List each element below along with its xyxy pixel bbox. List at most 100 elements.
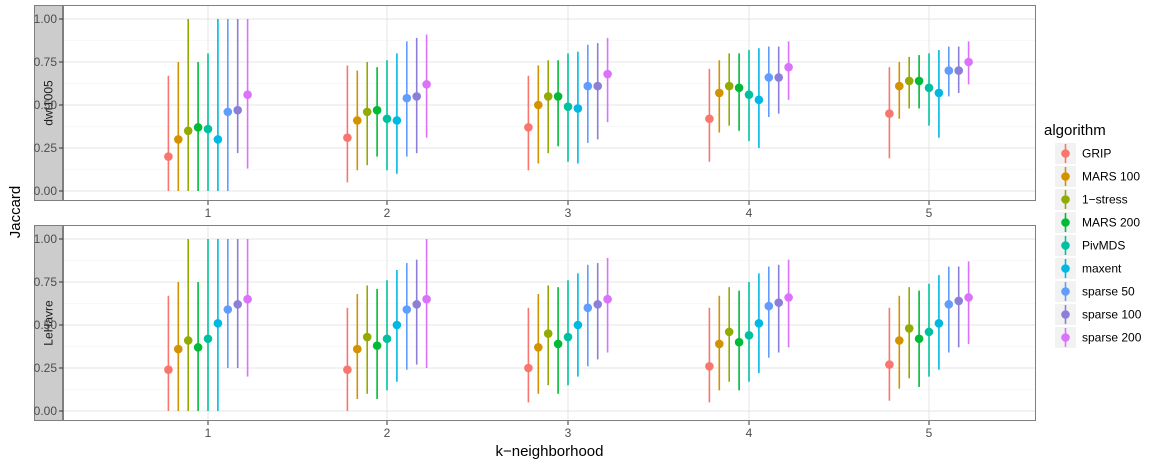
point-1-stress [904, 324, 914, 333]
point-pivmds [744, 90, 754, 99]
y-tick-label: 0.00 [34, 184, 58, 198]
y-axis-title: Jaccard [7, 186, 24, 239]
point-mars-200 [372, 105, 382, 115]
y-tick-label: 0.00 [34, 404, 58, 418]
y-tick-label: 0.25 [34, 361, 58, 375]
point-mars-100 [534, 100, 543, 110]
point-pivmds [382, 334, 392, 344]
legend-key-point [1061, 195, 1070, 204]
point-grip [524, 363, 533, 373]
point-sparse-50 [944, 300, 954, 309]
point-mars-200 [193, 343, 203, 352]
x-tick-label: 4 [746, 206, 753, 220]
point-sparse-100 [954, 66, 963, 75]
point-sparse-100 [593, 300, 602, 309]
point-grip [343, 365, 352, 375]
point-sparse-200 [784, 293, 793, 302]
point-sparse-50 [223, 107, 233, 117]
point-mars-100 [715, 339, 724, 349]
point-mars-200 [734, 83, 744, 93]
point-maxent [573, 104, 583, 113]
point-sparse-200 [964, 293, 973, 302]
point-1-stress [183, 336, 193, 345]
legend-item-grip: GRIP [1054, 142, 1111, 165]
x-tick-label: 5 [926, 206, 933, 220]
point-mars-200 [914, 334, 924, 344]
point-maxent [213, 135, 223, 144]
point-1-stress [362, 107, 372, 117]
legend-label: 1−stress [1082, 193, 1128, 207]
strip-background [34, 5, 63, 201]
point-sparse-200 [243, 90, 252, 99]
point-sparse-50 [223, 305, 233, 314]
legend-label: PivMDS [1082, 239, 1125, 253]
point-sparse-200 [243, 294, 252, 304]
y-tick-label: 1.00 [34, 232, 58, 246]
legend-label: maxent [1082, 262, 1122, 276]
point-mars-100 [174, 135, 183, 144]
point-grip [705, 114, 714, 124]
point-sparse-100 [954, 296, 963, 306]
point-1-stress [543, 329, 553, 338]
point-1-stress [724, 81, 734, 91]
point-1-stress [724, 327, 734, 337]
point-mars-200 [372, 341, 382, 350]
legend-key-point [1061, 333, 1070, 342]
point-grip [885, 360, 894, 369]
panel-border [63, 5, 1036, 201]
point-pivmds [563, 332, 573, 342]
x-tick-label: 3 [565, 206, 572, 220]
legend-title: algorithm [1044, 122, 1106, 139]
legend-item-mars-100: MARS 100 [1054, 165, 1140, 188]
x-tick-label: 5 [926, 426, 933, 440]
point-sparse-200 [784, 62, 793, 72]
legend-item-sparse-200: sparse 200 [1054, 326, 1142, 349]
panel-border [63, 225, 1036, 421]
point-maxent [213, 318, 223, 328]
point-maxent [934, 88, 944, 98]
point-sparse-100 [774, 73, 783, 82]
point-sparse-200 [603, 69, 612, 79]
point-grip [343, 133, 352, 142]
point-grip [164, 152, 173, 161]
point-mars-100 [715, 88, 724, 98]
point-sparse-50 [402, 305, 412, 314]
point-grip [164, 365, 173, 375]
point-pivmds [203, 124, 213, 134]
strip-label: dwt1005 [42, 80, 56, 126]
point-grip [705, 361, 714, 371]
x-tick-label: 2 [384, 206, 391, 220]
point-mars-100 [895, 81, 904, 91]
point-sparse-100 [593, 81, 602, 91]
y-tick-label: 1.00 [34, 12, 58, 26]
legend-key-point [1061, 241, 1070, 250]
point-pivmds [203, 334, 213, 344]
point-sparse-100 [412, 300, 422, 309]
legend-key-point [1061, 310, 1070, 319]
x-tick-label: 4 [746, 426, 753, 440]
point-mars-100 [895, 336, 904, 345]
point-maxent [754, 318, 764, 328]
legend-key-point [1061, 287, 1070, 296]
point-1-stress [362, 332, 372, 342]
x-axis-title: k−neighborhood [495, 443, 603, 460]
point-pivmds [382, 114, 392, 124]
legend-label: MARS 200 [1082, 216, 1140, 230]
x-tick-label: 3 [565, 426, 572, 440]
point-sparse-200 [964, 57, 973, 67]
y-tick-label: 0.75 [34, 55, 58, 69]
legend-label: sparse 100 [1082, 308, 1142, 322]
y-tick-label: 0.50 [34, 318, 58, 332]
point-maxent [754, 95, 764, 105]
legend-item-sparse-50: sparse 50 [1054, 280, 1135, 303]
legend-key-point [1061, 264, 1070, 273]
legend-key-point [1061, 172, 1070, 181]
point-maxent [573, 320, 583, 330]
legend-item-pivmds: PivMDS [1054, 234, 1125, 257]
point-1-stress [904, 76, 914, 86]
point-sparse-100 [233, 105, 242, 115]
point-mars-200 [553, 92, 563, 101]
y-tick-label: 0.50 [34, 98, 58, 112]
point-grip [885, 109, 894, 118]
